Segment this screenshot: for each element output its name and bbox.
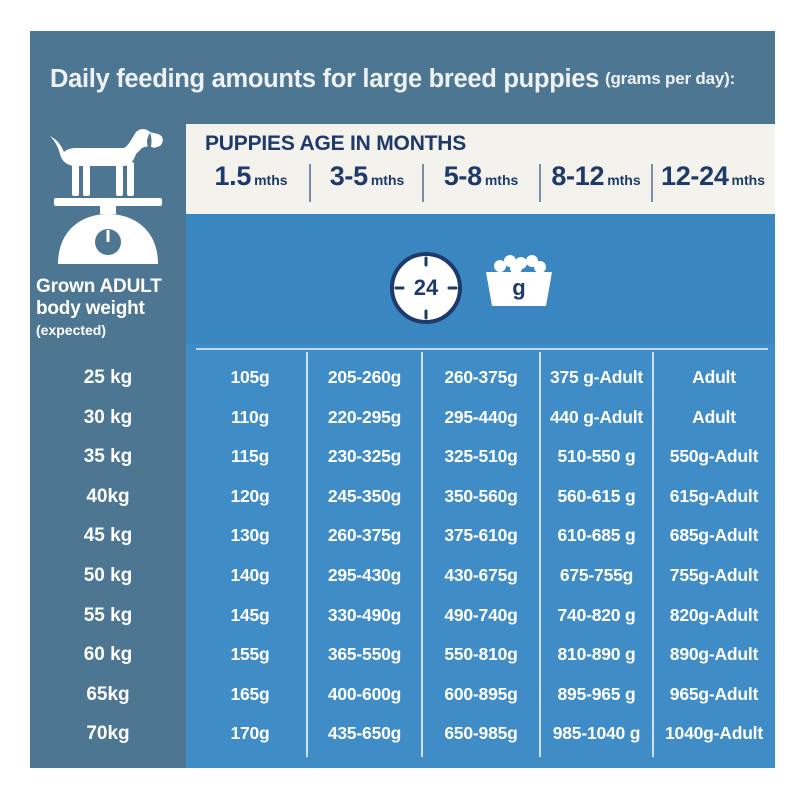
feeding-amount-cell: 510-550 g [557, 446, 636, 466]
feeding-amount-cell: 810-890 g [557, 644, 636, 664]
age-col-4: 8-12 mths [542, 161, 650, 203]
age-divider [651, 164, 653, 202]
age-unit: mths [370, 172, 405, 188]
column-divider [652, 352, 654, 757]
age-unit: mths [731, 172, 765, 188]
feeding-amount-cell: 230-325g [327, 446, 402, 466]
feeding-amount-cell: 650-985g [444, 723, 518, 743]
feeding-amount-cell: 560-615 g [557, 486, 636, 506]
feeding-amount-cell: 740-820 g [557, 605, 636, 625]
feeding-amount-cell: 165g [230, 684, 270, 704]
feeding-amount-cell: 325-510g [444, 446, 518, 466]
feeding-amount-cell: 400-600g [327, 684, 402, 704]
weight-cell: 55 kg [83, 604, 133, 626]
weight-cell: 35 kg [83, 445, 133, 467]
weight-cell: 45 kg [83, 524, 133, 546]
feeding-amount-cell: 435-650g [327, 723, 402, 743]
column-divider [539, 352, 541, 757]
clock-label: 24 [413, 275, 439, 300]
age-divider [539, 164, 541, 202]
feeding-amount-cell: 820g-Adult [669, 605, 759, 625]
adult-weight-label: Grown ADULT body weight (expected) [36, 276, 186, 340]
age-unit: mths [607, 172, 641, 188]
feeding-amount-cell: 550-810g [444, 644, 518, 664]
feeding-amount-cell: 610-685 g [557, 525, 636, 545]
clock-24h-icon [390, 252, 462, 324]
bowl-label: g [512, 275, 526, 300]
title-main: Daily feeding amounts for large breed pu… [50, 64, 600, 93]
age-col-5: 12-24 mths [654, 161, 772, 203]
feeding-amount-cell: 440 g-Adult [549, 407, 644, 427]
weight-cell: 40kg [86, 485, 130, 507]
age-num: 5-8 [443, 161, 482, 191]
weight-cell: 25 kg [83, 366, 133, 388]
feeding-amount-cell: 965g-Adult [669, 684, 759, 704]
column-divider [306, 352, 308, 757]
feeding-amount-cell: 140g [230, 565, 270, 585]
age-divider [309, 164, 311, 202]
feeding-amount-cell: 375-610g [444, 525, 518, 545]
feeding-amount-cell: 350-560g [444, 486, 518, 506]
age-header [186, 124, 775, 214]
weight-cell: 50 kg [83, 564, 133, 586]
food-bowl-icon [486, 255, 552, 306]
feeding-amount-cell: 430-675g [444, 565, 518, 585]
feeding-amount-cell: 1040g-Adult [665, 723, 763, 743]
feeding-amount-cell: 890g-Adult [669, 644, 759, 664]
feeding-amount-cell: 260-375g [327, 525, 402, 545]
feeding-amount-cell: 130g [230, 525, 270, 545]
feeding-amount-cell: 110g [230, 407, 270, 427]
feeding-amount-cell: 550g-Adult [669, 446, 759, 466]
chart-title: Daily feeding amounts for large breed pu… [30, 36, 775, 122]
feeding-amount-cell: Adult [692, 407, 736, 427]
feeding-amount-cell: 115g [230, 446, 270, 466]
feeding-amount-cell: 120g [230, 486, 270, 506]
feeding-amount-cell: 365-550g [327, 644, 402, 664]
weight-cell: 70kg [86, 722, 130, 744]
feeding-amount-cell: 145g [230, 605, 270, 625]
age-header-title: PUPPIES AGE IN MONTHS [205, 132, 467, 155]
feeding-amount-cell: 295-430g [327, 565, 402, 585]
feeding-amount-cell: 675-755g [559, 565, 634, 585]
icon-band [186, 214, 775, 344]
feeding-amount-cell: 755g-Adult [669, 565, 759, 585]
feeding-amount-cell: 985-1040 g [552, 723, 641, 743]
adult-label-line2: body weight [36, 298, 145, 319]
age-unit: mths [254, 172, 288, 188]
weight-cell: 65kg [86, 683, 130, 705]
age-col-3: 5-8 mths [425, 161, 537, 203]
feeding-amount-cell: 615g-Adult [669, 486, 759, 506]
feeding-amount-cell: Adult [692, 367, 736, 387]
feeding-amount-cell: 375 g-Adult [549, 367, 644, 387]
dog-on-scale-icon [50, 129, 163, 264]
age-unit: mths [484, 172, 519, 188]
weight-cell: 60 kg [83, 643, 133, 665]
feeding-amount-cell: 895-965 g [557, 684, 636, 704]
age-col-1: 1.5 mths [196, 161, 306, 203]
weight-cell: 30 kg [83, 406, 133, 428]
feeding-amount-cell: 170g [230, 723, 270, 743]
feeding-amount-cell: 295-440g [444, 407, 518, 427]
feeding-amount-cell: 245-350g [327, 486, 402, 506]
age-num: 1.5 [214, 161, 252, 191]
feeding-amount-cell: 685g-Adult [669, 525, 759, 545]
adult-label-line1: Grown ADULT [36, 276, 162, 297]
age-divider [422, 164, 424, 202]
age-num: 8-12 [551, 161, 605, 191]
age-col-2: 3-5 mths [312, 161, 422, 203]
feeding-amount-cell: 260-375g [444, 367, 518, 387]
column-divider [421, 352, 423, 757]
age-num: 12-24 [660, 161, 729, 191]
feeding-amount-cell: 330-490g [327, 605, 402, 625]
adult-label-line3: (expected) [36, 322, 107, 338]
feeding-amount-cell: 155g [230, 644, 270, 664]
feeding-amount-cell: 220-295g [327, 407, 402, 427]
title-sub: (grams per day): [605, 69, 736, 88]
feeding-amount-cell: 205-260g [327, 367, 402, 387]
feeding-amount-cell: 105g [230, 367, 270, 387]
feeding-amount-cell: 600-895g [444, 684, 518, 704]
age-num: 3-5 [329, 161, 368, 191]
table-divider [196, 348, 768, 350]
feeding-amount-cell: 490-740g [444, 605, 518, 625]
